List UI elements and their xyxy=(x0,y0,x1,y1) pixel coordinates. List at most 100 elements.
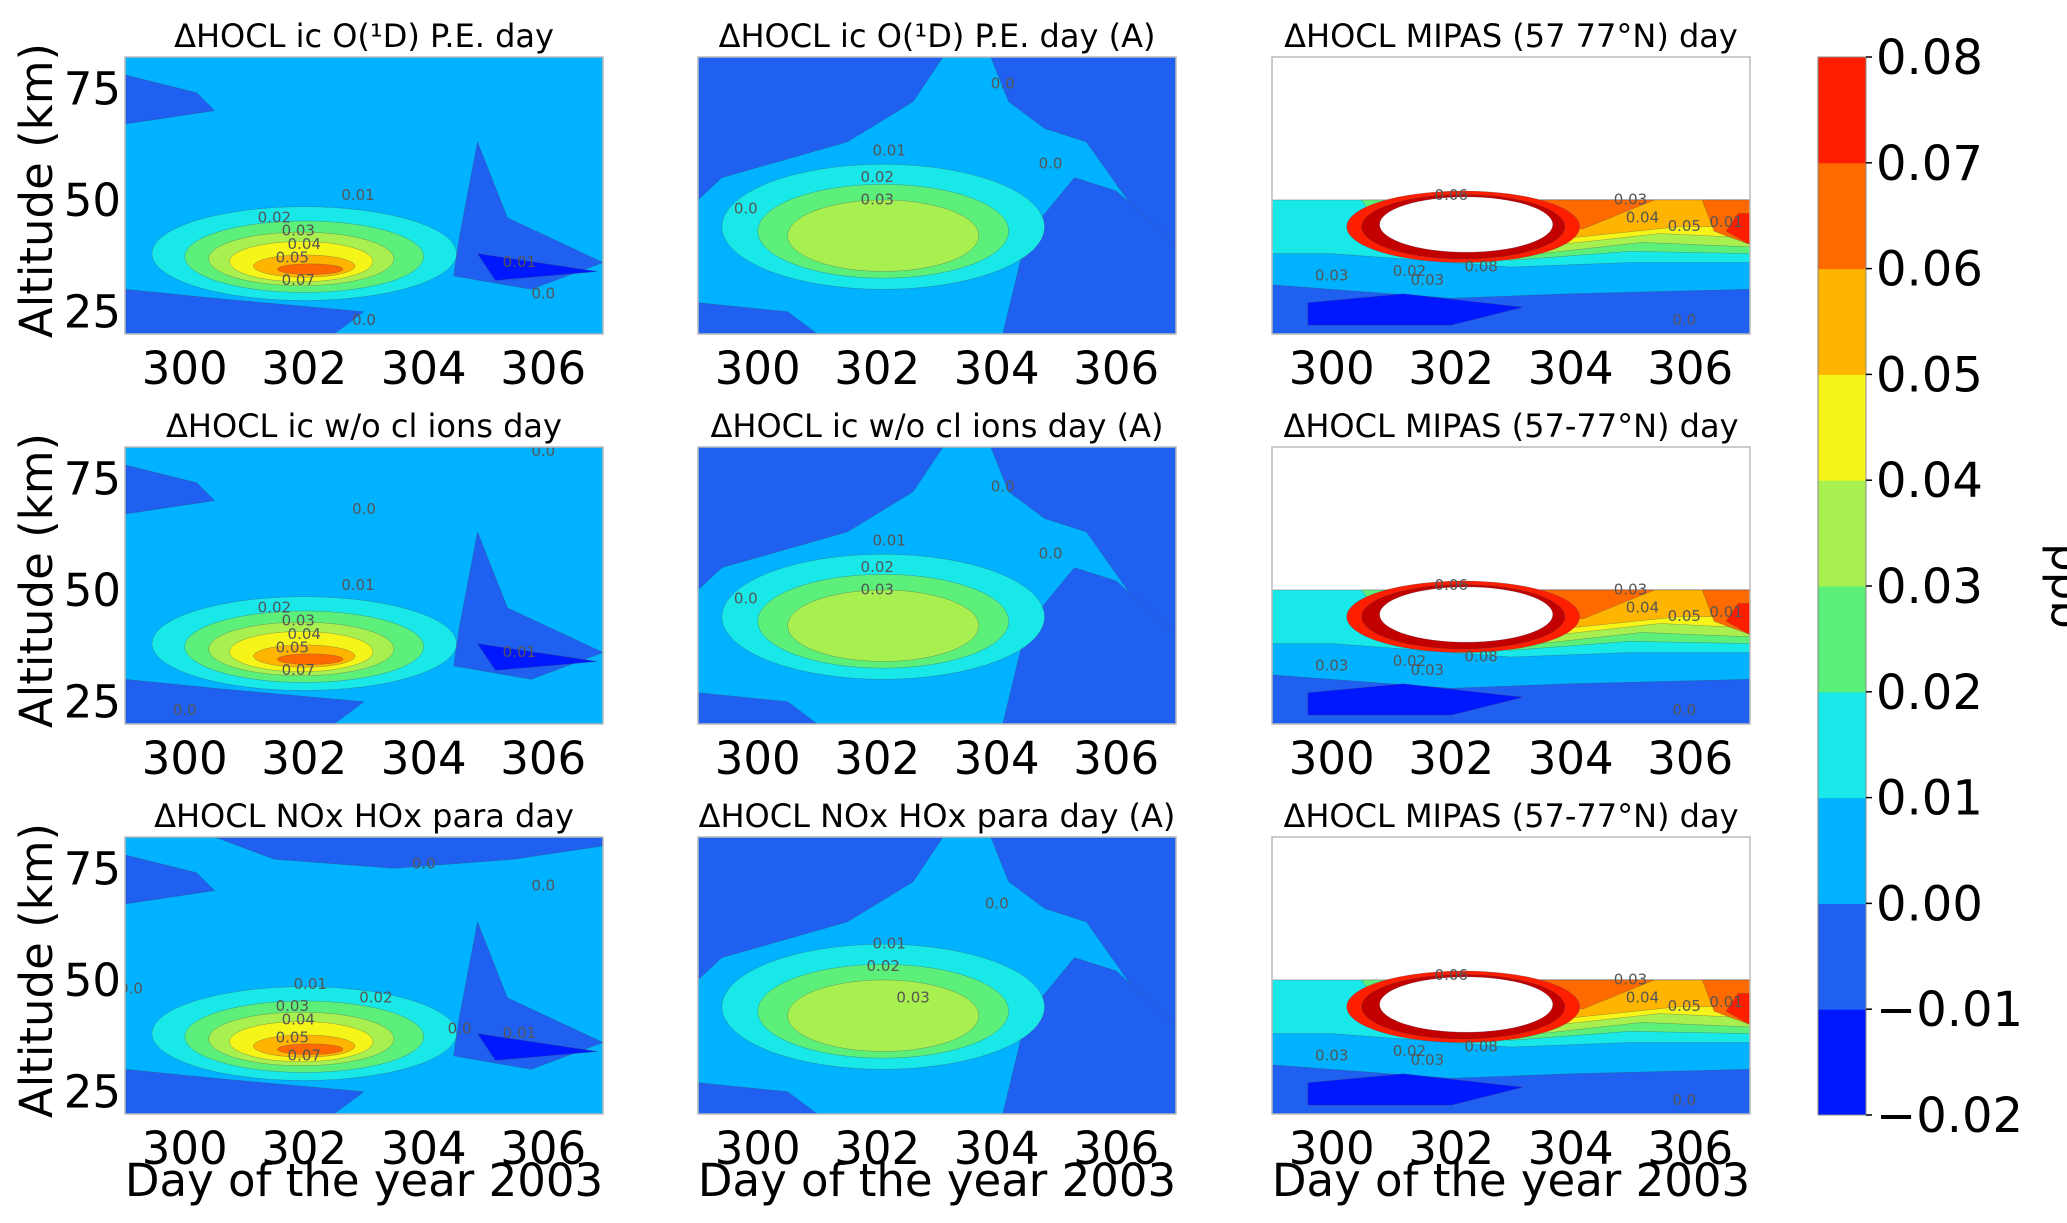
contour-label: 0.0 xyxy=(1039,545,1063,563)
x-tick-label: 306 xyxy=(1647,732,1733,785)
plot-frame xyxy=(124,446,604,725)
x-tick-label: 300 xyxy=(142,1122,228,1175)
contour-neg xyxy=(698,837,944,981)
x-tick-label: 300 xyxy=(142,732,228,785)
contour-label: 0.0 xyxy=(448,1020,472,1038)
colorbar-tick-label: 0.05 xyxy=(1876,347,1983,403)
contour-neg xyxy=(698,57,944,201)
panel-8: 0.01 0.02 0.03 0.0 ΔHOCL NOx HOx para day (A… xyxy=(697,797,1177,1207)
x-tick-label: 302 xyxy=(261,342,347,395)
y-tick-label: 25 xyxy=(64,676,121,729)
contour-saturated xyxy=(1379,196,1554,253)
contour-label: 0.05 xyxy=(276,1029,309,1047)
contour-saturated xyxy=(1379,976,1554,1033)
x-tick-label: 300 xyxy=(1289,732,1375,785)
contour-label: 0.0 xyxy=(734,589,758,607)
plot-frame xyxy=(124,836,604,1115)
colorbar-segment xyxy=(1818,797,1866,904)
contour-min xyxy=(1307,293,1523,326)
contour-fill: 0.01 0.02 0.03 0.0 0.0 0.0 xyxy=(698,447,1176,724)
contour-label: 0.0 xyxy=(991,74,1015,92)
contour-fill: 0.01 0.02 0.030.040.050.07 0.0 0.0 0.0 0.01 0.0 xyxy=(119,837,603,1114)
contour-003 xyxy=(787,199,980,272)
panel-3: 0.06 0.030.04 0.05 0.010.03 0.020.030.080.0Δ… xyxy=(1271,17,1751,395)
x-tick-label: 300 xyxy=(142,342,228,395)
contour-label: 0.01 xyxy=(872,141,905,159)
contour-label: 0.02 xyxy=(861,168,894,186)
plot-frame xyxy=(1271,56,1751,335)
contour-label: 0.05 xyxy=(1668,607,1701,625)
x-tick-label: 304 xyxy=(954,342,1040,395)
contour-label: 0.01 xyxy=(341,576,374,594)
contour-neg xyxy=(214,837,603,869)
contour-label: 0.08 xyxy=(1464,257,1497,275)
contour-label: 0.02 xyxy=(867,957,900,975)
x-axis-label: Day of the year 2003 xyxy=(125,1154,603,1207)
contour-label: 0.07 xyxy=(282,661,315,679)
contour-label: 0.03 xyxy=(1614,970,1647,988)
contour-fill: 0.06 0.030.04 0.05 0.010.03 0.020.030.080.0 xyxy=(1272,186,1750,334)
contour-label: 0.03 xyxy=(1411,271,1444,289)
contour-label: 0.03 xyxy=(282,222,315,240)
panel-1: 0.01 0.020.030.040.05 0.07 0.01 0.0 0.0 ΔHOCL … xyxy=(10,17,604,395)
panel-title: ΔHOCL ic O(¹D) P.E. day xyxy=(174,17,554,55)
y-tick-label: 50 xyxy=(64,174,121,227)
contour-neg xyxy=(698,447,944,591)
contour-label: 0.02 xyxy=(861,558,894,576)
contour-label: 0.06 xyxy=(1435,576,1468,594)
contour-fill: 0.06 0.030.04 0.05 0.010.03 0.020.030.080.0 xyxy=(1272,576,1750,724)
contour-label: 0.01 xyxy=(1709,213,1742,231)
contour-neg xyxy=(698,692,818,724)
colorbar-segment xyxy=(1818,903,1866,1010)
colorbar-tick-label: −0.01 xyxy=(1876,982,2023,1038)
x-tick-label: 306 xyxy=(500,1122,586,1175)
x-axis-label: Day of the year 2003 xyxy=(1272,1154,1750,1207)
contour-label: 0.0 xyxy=(119,979,143,997)
contour-label: 0.0 xyxy=(1672,311,1696,329)
contour-min xyxy=(1307,683,1523,716)
panel-9: 0.06 0.030.04 0.05 0.010.03 0.020.030.080.0Δ… xyxy=(1271,797,1751,1207)
panel-title: ΔHOCL MIPAS (57-77°N) day xyxy=(1283,407,1738,445)
contour-min xyxy=(476,253,598,281)
colorbar-tick-label: 0.00 xyxy=(1876,876,1983,932)
x-tick-label: 304 xyxy=(1528,1122,1614,1175)
colorbar-tick-label: 0.04 xyxy=(1876,453,1983,509)
contour-label: 0.0 xyxy=(734,199,758,217)
contour-label: 0.03 xyxy=(1614,190,1647,208)
colorbar-segment xyxy=(1818,586,1866,693)
colorbar-tick-label: 0.03 xyxy=(1876,559,1983,615)
contour-label: 0.03 xyxy=(1315,656,1348,674)
colorbar: −0.02 −0.01 0.00 0.01 0.02 0.03 0.04 0.05 0.06 0.… xyxy=(1817,30,2067,1144)
contour-label: 0.08 xyxy=(1464,1037,1497,1055)
contour-006 xyxy=(277,653,344,665)
x-tick-label: 300 xyxy=(1289,342,1375,395)
contour-fill: 0.01 0.02 0.03 0.0 0.0 0.0 xyxy=(698,57,1176,334)
contour-neg xyxy=(453,531,603,680)
contour-label: 0.0 xyxy=(991,478,1015,496)
contour-label: 0.02 xyxy=(359,988,392,1006)
contour-label: 0.03 xyxy=(276,997,309,1015)
contour-006 xyxy=(277,1043,344,1055)
contour-neg xyxy=(453,141,603,290)
contour-label: 0.0 xyxy=(352,500,376,518)
contour-neg xyxy=(990,57,1176,254)
contour-label: 0.0 xyxy=(352,311,376,329)
y-tick-label: 50 xyxy=(64,954,121,1007)
contour-007 xyxy=(1725,213,1750,245)
contour-label: 0.02 xyxy=(258,208,291,226)
x-tick-label: 306 xyxy=(1073,732,1159,785)
contour-label: 0.0 xyxy=(985,894,1009,912)
colorbar-tick-label: 0.02 xyxy=(1876,665,1983,721)
panel-title: ΔHOCL ic O(¹D) P.E. day (A) xyxy=(719,17,1156,55)
x-tick-label: 302 xyxy=(834,1122,920,1175)
contour-label: 0.03 xyxy=(896,988,929,1006)
panel-7: 0.010.020.030.040.050.070.00.00.0 0.010.0… xyxy=(10,797,604,1207)
contour-label: 0.02 xyxy=(1393,652,1426,670)
x-tick-label: 304 xyxy=(1528,342,1614,395)
y-tick-label: 75 xyxy=(64,62,121,115)
contour-label: 0.01 xyxy=(872,531,905,549)
contour-fill: 0.01 0.02 0.03 0.0 xyxy=(698,837,1176,1114)
x-tick-label: 306 xyxy=(1073,342,1159,395)
contour-label: 0.01 xyxy=(294,975,327,993)
contour-label: 0.01 xyxy=(1709,603,1742,621)
